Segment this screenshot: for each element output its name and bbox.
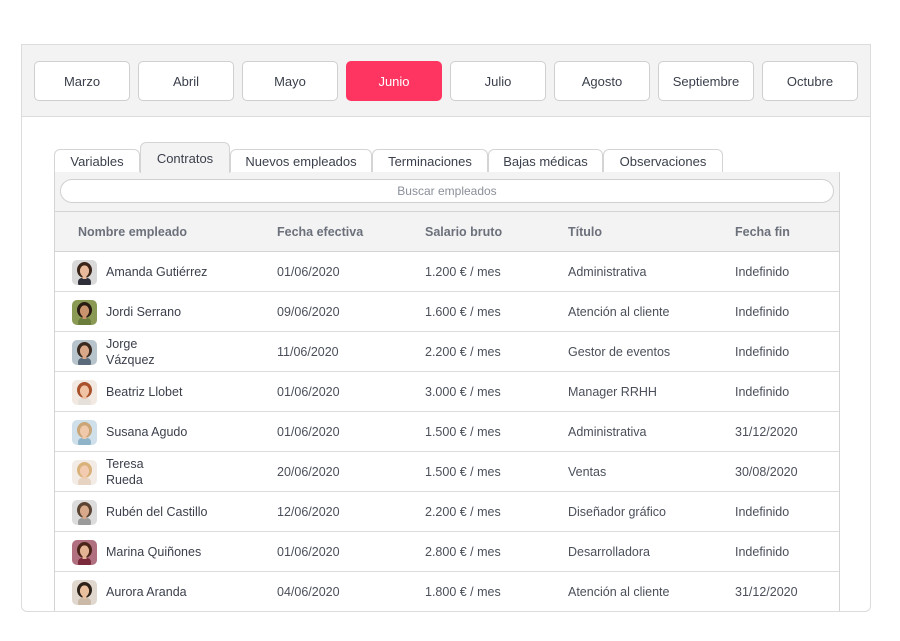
- contracts-panel: Marzo Abril Mayo Junio Julio Agosto Septiembre…: [21, 44, 871, 612]
- end-date: Indefinido: [735, 265, 790, 279]
- gross-salary: 1.600 € / mes: [425, 305, 501, 319]
- effective-date: 01/06/2020: [277, 265, 340, 279]
- end-date: Indefinido: [735, 345, 790, 359]
- effective-date: 01/06/2020: [277, 385, 340, 399]
- employee-name[interactable]: Beatriz Llobet: [106, 385, 183, 399]
- end-date: 31/12/2020: [735, 425, 798, 439]
- gross-salary: 1.500 € / mes: [425, 465, 501, 479]
- job-title: Administrativa: [568, 265, 647, 279]
- employee-name[interactable]: Marina Quiñones: [106, 545, 202, 559]
- month-button-marzo[interactable]: Marzo: [34, 61, 130, 101]
- search-input[interactable]: [60, 179, 834, 203]
- end-date: Indefinido: [735, 385, 790, 399]
- gross-salary: 2.200 € / mes: [425, 345, 501, 359]
- month-button-mayo[interactable]: Mayo: [242, 61, 338, 101]
- avatar: [72, 380, 97, 405]
- contracts-table-area: Nombre empleado Fecha efectiva Salario b…: [54, 172, 840, 611]
- month-button-septiembre[interactable]: Septiembre: [658, 61, 754, 101]
- job-title: Desarrolladora: [568, 545, 650, 559]
- tab-bajas-médicas[interactable]: Bajas médicas: [488, 149, 603, 173]
- employee-name[interactable]: Jorge Vázquez: [106, 337, 155, 367]
- tab-contratos[interactable]: Contratos: [140, 142, 230, 173]
- search-bar: [55, 172, 839, 212]
- month-button-agosto[interactable]: Agosto: [554, 61, 650, 101]
- avatar: [72, 260, 97, 285]
- table-row[interactable]: Teresa Rueda 20/06/2020 1.500 € / mes Venta…: [55, 452, 839, 492]
- month-button-octubre[interactable]: Octubre: [762, 61, 858, 101]
- month-button-abril[interactable]: Abril: [138, 61, 234, 101]
- avatar: [72, 420, 97, 445]
- gross-salary: 3.000 € / mes: [425, 385, 501, 399]
- header-effective-date[interactable]: Fecha efectiva: [277, 225, 364, 239]
- employee-name[interactable]: Jordi Serrano: [106, 305, 182, 319]
- header-employee-name[interactable]: Nombre empleado: [78, 225, 188, 239]
- job-title: Manager RRHH: [568, 385, 657, 399]
- avatar: [72, 500, 97, 525]
- end-date: Indefinido: [735, 505, 790, 519]
- gross-salary: 1.200 € / mes: [425, 265, 501, 279]
- effective-date: 12/06/2020: [277, 505, 340, 519]
- employee-name[interactable]: Amanda Gutiérrez: [106, 265, 208, 279]
- table-row[interactable]: Rubén del Castillo 12/06/2020 2.200 € / me…: [55, 492, 839, 532]
- gross-salary: 2.200 € / mes: [425, 505, 501, 519]
- job-title: Atención al cliente: [568, 305, 670, 319]
- tab-observaciones[interactable]: Observaciones: [603, 149, 723, 173]
- effective-date: 01/06/2020: [277, 425, 340, 439]
- table-row[interactable]: Aurora Aranda 04/06/2020 1.800 € / mes Aten…: [55, 572, 839, 611]
- effective-date: 11/06/2020: [277, 345, 339, 359]
- table-row[interactable]: Jordi Serrano 09/06/2020 1.600 € / mes Aten…: [55, 292, 839, 332]
- tab-variables[interactable]: Variables: [54, 149, 140, 173]
- job-title: Ventas: [568, 465, 607, 479]
- gross-salary: 2.800 € / mes: [425, 545, 501, 559]
- employee-name[interactable]: Aurora Aranda: [106, 585, 187, 599]
- job-title: Administrativa: [568, 425, 647, 439]
- table-row[interactable]: Marina Quiñones 01/06/2020 2.800 € / mes De…: [55, 532, 839, 572]
- effective-date: 04/06/2020: [277, 585, 340, 599]
- header-job-title[interactable]: Título: [568, 225, 603, 239]
- table-header: Nombre empleado Fecha efectiva Salario b…: [55, 212, 839, 252]
- avatar: [72, 540, 97, 565]
- employee-name[interactable]: Teresa Rueda: [106, 457, 144, 487]
- tab-terminaciones[interactable]: Terminaciones: [372, 149, 488, 173]
- header-end-date[interactable]: Fecha fin: [735, 225, 790, 239]
- avatar: [72, 300, 97, 325]
- job-title: Gestor de eventos: [568, 345, 671, 359]
- table-row[interactable]: Jorge Vázquez 11/06/2020 2.200 € / mes Gest…: [55, 332, 839, 372]
- header-gross-salary[interactable]: Salario bruto: [425, 225, 503, 239]
- job-title: Diseñador gráfico: [568, 505, 666, 519]
- avatar: [72, 580, 97, 605]
- end-date: 31/12/2020: [735, 585, 798, 599]
- tab-nuevos-empleados[interactable]: Nuevos empleados: [230, 149, 372, 173]
- effective-date: 20/06/2020: [277, 465, 340, 479]
- avatar: [72, 460, 97, 485]
- employee-name[interactable]: Susana Agudo: [106, 425, 188, 439]
- month-button-julio[interactable]: Julio: [450, 61, 546, 101]
- gross-salary: 1.800 € / mes: [425, 585, 501, 599]
- month-button-junio[interactable]: Junio: [346, 61, 442, 101]
- gross-salary: 1.500 € / mes: [425, 425, 501, 439]
- employee-name[interactable]: Rubén del Castillo: [106, 505, 208, 519]
- table-row[interactable]: Susana Agudo 01/06/2020 1.500 € / mes Admin…: [55, 412, 839, 452]
- job-title: Atención al cliente: [568, 585, 670, 599]
- table-row[interactable]: Beatriz Llobet 01/06/2020 3.000 € / mes Man…: [55, 372, 839, 412]
- end-date: Indefinido: [735, 305, 790, 319]
- end-date: 30/08/2020: [735, 465, 798, 479]
- table-row[interactable]: Amanda Gutiérrez 01/06/2020 1.200 € / mes A…: [55, 252, 839, 292]
- month-selector: Marzo Abril Mayo Junio Julio Agosto Septiembre…: [22, 45, 870, 117]
- effective-date: 01/06/2020: [277, 545, 340, 559]
- end-date: Indefinido: [735, 545, 790, 559]
- avatar: [72, 340, 97, 365]
- effective-date: 09/06/2020: [277, 305, 340, 319]
